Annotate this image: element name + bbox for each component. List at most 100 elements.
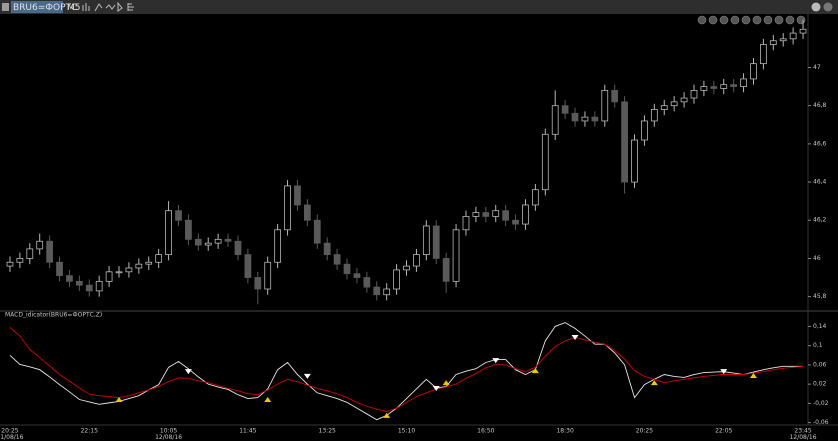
candle-body [56,261,63,277]
signal-marker [442,380,450,386]
nav-button[interactable] [785,15,795,25]
candle-body [403,265,410,271]
nav-button[interactable] [719,15,729,25]
candle-body [581,116,589,122]
y-tick-label: 0,14 [813,323,827,330]
candle-body [105,271,113,282]
cursor-icon[interactable] [117,1,123,12]
candle-body [641,120,648,141]
candle-body [175,210,182,221]
candle-body [660,105,668,110]
symbol-box[interactable] [11,1,63,13]
candle-body [413,254,420,267]
candle-body [571,112,579,122]
candle-body [36,240,44,250]
candle-body [472,212,480,217]
candle-body [165,210,172,256]
window-icon[interactable] [2,3,9,11]
candle-body [422,225,430,256]
candle-body [710,86,718,89]
candle-body [204,242,212,246]
candle-body [541,133,549,191]
signal-marker [432,385,440,391]
candle-body [452,229,460,282]
candle-body [46,240,53,263]
candle-body [561,105,569,114]
candle-body [16,258,24,263]
nav-button[interactable] [774,15,784,25]
candle-body [125,267,133,273]
indicator-line [9,322,804,421]
signal-marker [264,397,272,403]
candle-body [135,263,143,269]
y-tick-label: -0,02 [813,400,829,407]
x-tick-label: 20:25 [1,428,18,435]
x-tick-label: 16:50 [477,428,494,435]
x-tick-label: 18:30 [556,428,573,435]
levels-icon[interactable] [127,3,134,11]
x-tick-label: 22:05 [715,428,732,435]
toolbar-icons[interactable] [82,1,134,12]
candle-body [670,101,678,107]
candle-body [601,89,609,122]
candle-body [512,219,519,225]
candle-body [115,271,123,274]
nav-button[interactable] [752,15,762,25]
candle-body [799,28,807,34]
draw-icon[interactable] [94,3,103,12]
x-tick-label: 20:25 [636,428,653,435]
candle-body [383,288,391,296]
candle-body [621,101,628,183]
candle-body [611,89,619,103]
y-tick-label: 46,2 [813,217,827,224]
candle-body [284,185,291,231]
candle-body [353,273,361,278]
settings-button[interactable] [811,2,821,12]
candle-body [532,189,539,206]
nav-button[interactable] [763,15,773,25]
x-tick-label: 22:15 [81,428,98,435]
candle-body [740,78,747,87]
candle-body [294,185,301,206]
candle-body [224,238,232,242]
candle-body [95,280,103,292]
signal-marker [720,369,728,375]
candle-body [75,280,83,286]
candle-body [551,105,559,135]
close-button[interactable] [823,2,833,12]
candle-body [155,254,163,263]
candle-body [234,240,242,256]
signal-marker [115,397,123,403]
indicator-line [9,327,804,413]
candle-body [6,261,14,267]
candle-body [502,210,510,221]
candle-body [66,275,73,282]
timeframe[interactable]: M5 [67,3,81,13]
y-tick-label: -0,06 [813,419,829,426]
symbol[interactable]: BRU6=ФОРТС [13,3,77,13]
nav-button[interactable] [796,15,806,25]
wave-icon[interactable] [105,4,116,10]
candle-body [26,248,34,259]
candle-body [185,219,192,240]
bars-icon[interactable] [82,3,90,11]
nav-button[interactable] [730,15,740,25]
y-tick-label: 0,02 [813,381,827,388]
candle-body [393,269,400,290]
candle-body [145,261,153,265]
y-tick-label: 46,6 [813,140,827,147]
x-tick-label: 15:10 [398,428,415,435]
candle-body [363,277,371,288]
candle-body [333,254,341,265]
nav-button[interactable] [708,15,718,25]
date-label: 12/08/16 [155,434,182,441]
candle-body [264,261,272,290]
signal-marker [184,369,192,375]
candle-body [769,40,777,45]
candle-body [323,242,331,256]
nav-button[interactable] [697,15,707,25]
nav-button[interactable] [741,15,751,25]
candle-body [442,258,450,282]
